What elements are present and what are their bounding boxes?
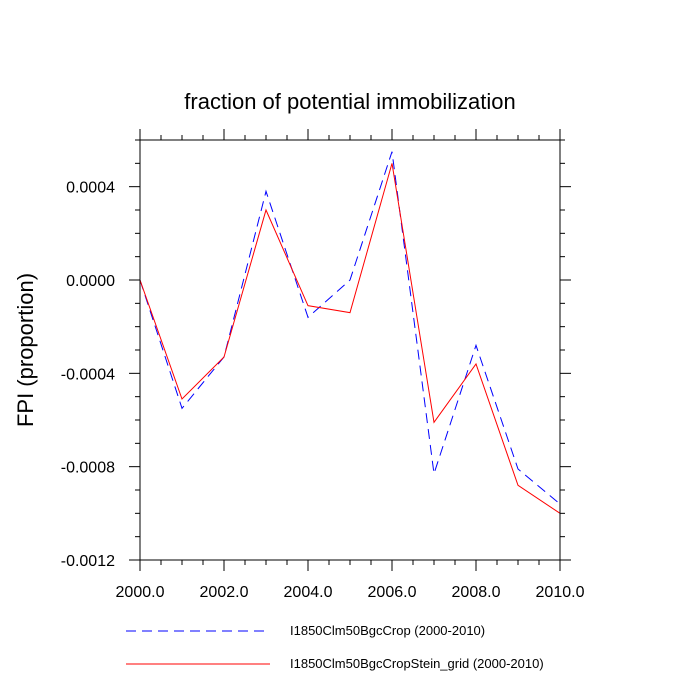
y-tick-label: 0.0004 bbox=[66, 180, 115, 197]
axis-ticks bbox=[129, 129, 571, 571]
x-tick-label: 2004.0 bbox=[284, 584, 333, 601]
x-tick-label: 2008.0 bbox=[452, 584, 501, 601]
legend: I1850Clm50BgcCrop (2000-2010) I1850Clm50… bbox=[126, 623, 544, 671]
legend-label-series-2: I1850Clm50BgcCropStein_grid (2000-2010) bbox=[290, 656, 544, 671]
y-tick-label: -0.0012 bbox=[61, 553, 115, 570]
y-axis-label: FPI (proportion) bbox=[13, 273, 38, 427]
x-tick-labels: 2000.0 2002.0 2004.0 2006.0 2008.0 2010.0 bbox=[116, 584, 585, 601]
y-tick-label: -0.0004 bbox=[61, 366, 115, 383]
x-tick-label: 2002.0 bbox=[200, 584, 249, 601]
y-tick-label: 0.0000 bbox=[66, 273, 115, 290]
legend-label-series-1: I1850Clm50BgcCrop (2000-2010) bbox=[290, 623, 485, 638]
plot-frame bbox=[139, 139, 561, 561]
chart-title: fraction of potential immobilization bbox=[184, 89, 515, 114]
y-tick-label: -0.0008 bbox=[61, 460, 115, 477]
x-tick-label: 2000.0 bbox=[116, 584, 165, 601]
series-line-2 bbox=[139, 163, 561, 514]
series-line-1 bbox=[139, 151, 561, 505]
data-series bbox=[139, 151, 561, 514]
x-tick-label: 2006.0 bbox=[368, 584, 417, 601]
y-tick-labels: 0.0004 0.0000 -0.0004 -0.0008 -0.0012 bbox=[61, 180, 115, 570]
x-tick-label: 2010.0 bbox=[536, 584, 585, 601]
